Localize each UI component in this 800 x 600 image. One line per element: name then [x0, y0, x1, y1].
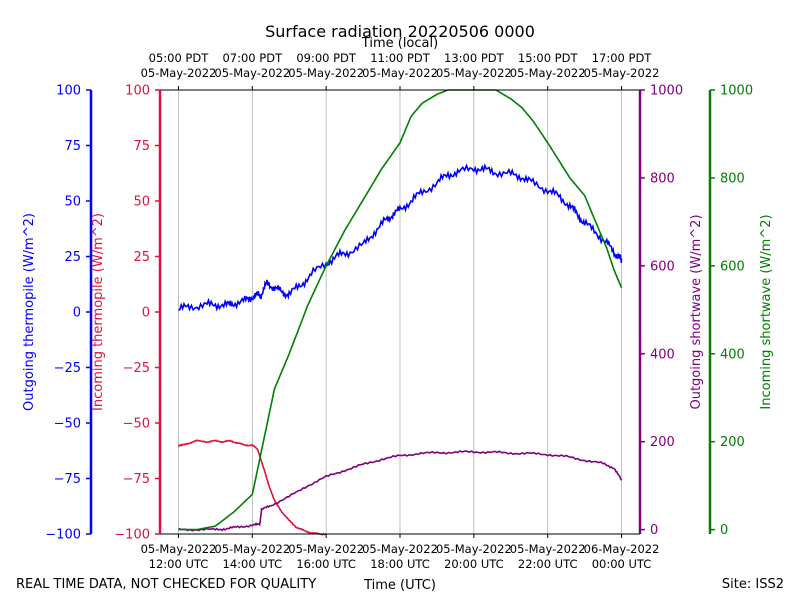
- incoming-thermopile-tick-label: −100: [114, 528, 150, 543]
- series-incoming-shortwave: [178, 89, 623, 531]
- outgoing-thermopile-tick-label: −50: [54, 417, 81, 432]
- outgoing-thermopile-tick-label: −75: [54, 472, 81, 487]
- top-tick-label-date: 05-May-2022: [141, 66, 217, 80]
- outgoing-shortwave-tick-label: 400: [650, 347, 675, 362]
- footer-site: Site: ISS2: [722, 577, 784, 592]
- x-tick-label-time: 14:00 UTC: [223, 557, 283, 571]
- top-axis-label: Time (local): [361, 36, 438, 51]
- x-tick-label-time: 20:00 UTC: [444, 557, 504, 571]
- top-tick-label-time: 11:00 PDT: [370, 51, 431, 65]
- incoming-thermopile-tick-label: 100: [125, 84, 150, 99]
- outgoing-thermopile-axis-label: Outgoing thermopile (W/m^2): [22, 213, 37, 411]
- outgoing-shortwave-axis-label: Outgoing shortwave (W/m^2): [689, 214, 704, 409]
- x-axis-label: Time (UTC): [363, 578, 436, 593]
- series-layer: [177, 89, 623, 536]
- x-tick-label-time: 16:00 UTC: [296, 557, 356, 571]
- incoming-thermopile-tick-label: −50: [123, 417, 150, 432]
- top-tick-label-date: 05-May-2022: [362, 66, 438, 80]
- top-tick-label-date: 05-May-2022: [214, 66, 290, 80]
- incoming-shortwave-tick-label: 600: [720, 259, 745, 274]
- x-gridlines: [178, 90, 622, 534]
- x-tick-label-date: 05-May-2022: [510, 542, 586, 556]
- outgoing-shortwave-tick-label: 0: [650, 523, 658, 538]
- outgoing-thermopile-tick-label: 75: [64, 139, 81, 154]
- outgoing-thermopile-tick-label: 25: [64, 250, 81, 265]
- incoming-shortwave-tick-label: 200: [720, 435, 745, 450]
- top-tick-label-time: 17:00 PDT: [592, 51, 653, 65]
- x-tick-label-time: 12:00 UTC: [149, 557, 209, 571]
- top-tick-label-date: 05-May-2022: [584, 66, 660, 80]
- outgoing-shortwave-tick-label: 600: [650, 259, 675, 274]
- footer-quality-note: REAL TIME DATA, NOT CHECKED FOR QUALITY: [16, 577, 316, 592]
- top-tick-label-time: 05:00 PDT: [149, 51, 210, 65]
- incoming-shortwave-tick-label: 800: [720, 171, 745, 186]
- incoming-thermopile-tick-label: 50: [133, 195, 150, 210]
- top-tick-label-time: 15:00 PDT: [518, 51, 579, 65]
- incoming-thermopile-tick-label: 25: [133, 250, 150, 265]
- top-tick-label-time: 13:00 PDT: [444, 51, 505, 65]
- outgoing-shortwave-tick-label: 800: [650, 171, 675, 186]
- x-tick-label-time: 22:00 UTC: [518, 557, 578, 571]
- incoming-shortwave-tick-label: 0: [720, 523, 728, 538]
- x-tick-label-date: 06-May-2022: [584, 542, 660, 556]
- series-outgoing-thermopile: [178, 163, 623, 312]
- incoming-thermopile-tick-label: −25: [123, 361, 150, 376]
- x-tick-label-date: 05-May-2022: [214, 542, 290, 556]
- top-tick-label-time: 07:00 PDT: [222, 51, 283, 65]
- x-tick-label-date: 05-May-2022: [436, 542, 512, 556]
- incoming-shortwave-tick-label: 1000: [720, 84, 753, 99]
- outgoing-thermopile-tick-label: 0: [73, 306, 81, 321]
- incoming-thermopile-tick-label: 75: [133, 139, 150, 154]
- x-tick-label-date: 05-May-2022: [288, 542, 364, 556]
- x-tick-label-time: 18:00 UTC: [370, 557, 430, 571]
- top-tick-label-time: 09:00 PDT: [296, 51, 357, 65]
- series-incoming-thermopile: [177, 439, 327, 536]
- x-tick-label-time: 00:00 UTC: [592, 557, 652, 571]
- top-tick-label-date: 05-May-2022: [288, 66, 364, 80]
- chart-title: Surface radiation 20220506 0000: [265, 22, 535, 41]
- incoming-shortwave-tick-label: 400: [720, 347, 745, 362]
- series-outgoing-shortwave: [178, 450, 623, 532]
- incoming-shortwave-axis-label: Incoming shortwave (W/m^2): [759, 214, 774, 409]
- incoming-thermopile-tick-label: −75: [123, 472, 150, 487]
- y-axes: 100 75 50 25 0 −25 −50 −75 −100 Outgoing thermopi…: [22, 84, 774, 543]
- top-tick-label-date: 05-May-2022: [436, 66, 512, 80]
- outgoing-thermopile-tick-label: −100: [45, 528, 81, 543]
- incoming-thermopile-axis-label: Incoming thermopile (W/m^2): [91, 213, 106, 411]
- x-tick-label-date: 05-May-2022: [362, 542, 438, 556]
- outgoing-thermopile-tick-label: −25: [54, 361, 81, 376]
- incoming-thermopile-tick-label: 0: [142, 306, 150, 321]
- outgoing-thermopile-tick-label: 50: [64, 195, 81, 210]
- top-tick-label-date: 05-May-2022: [510, 66, 586, 80]
- outgoing-thermopile-tick-label: 100: [56, 84, 81, 99]
- x-tick-label-date: 05-May-2022: [141, 542, 217, 556]
- outgoing-shortwave-tick-label: 1000: [650, 84, 683, 99]
- outgoing-shortwave-tick-label: 200: [650, 435, 675, 450]
